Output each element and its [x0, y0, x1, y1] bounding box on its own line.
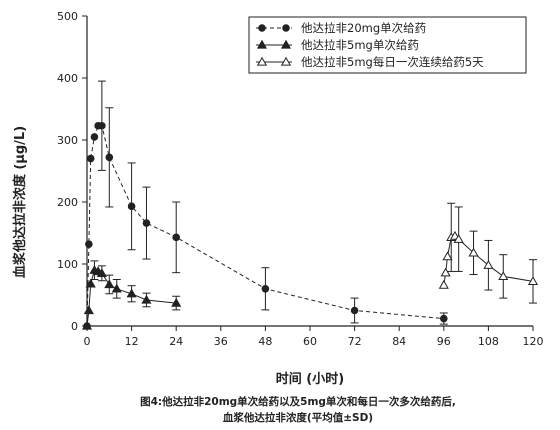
data-point	[280, 56, 292, 66]
y-tick-label: 400	[57, 72, 78, 85]
data-point	[440, 314, 448, 323]
data-point	[142, 219, 151, 227]
x-tick-label: 12	[125, 335, 139, 348]
x-tick-label: 0	[84, 335, 91, 348]
x-tick-label: 36	[214, 335, 228, 348]
y-axis-title: 血浆他达拉非浓度 (μg/L)	[12, 126, 28, 278]
data-point	[280, 39, 292, 49]
legend-label: 他达拉非5mg每日一次连续给药5天	[301, 55, 484, 69]
data-point	[483, 260, 494, 269]
data-point	[440, 267, 451, 277]
axes: 0 100 200 300 400 500 0 12 24 36 48 60 72 84 96 108 120	[57, 10, 544, 348]
data-point	[498, 271, 509, 281]
data-point	[172, 233, 180, 242]
series-layer	[81, 80, 539, 330]
legend-label: 他达拉非5mg单次给药	[301, 38, 419, 52]
x-tick-label: 108	[478, 335, 499, 348]
data-point	[111, 283, 122, 293]
series-2	[81, 260, 182, 330]
data-point	[85, 278, 96, 288]
x-tick-label: 48	[258, 335, 272, 348]
data-point	[438, 279, 449, 289]
data-point	[86, 154, 95, 163]
data-point	[282, 24, 290, 32]
data-point	[85, 240, 93, 248]
data-point	[468, 247, 479, 257]
data-point	[256, 56, 268, 66]
y-tick-label: 300	[57, 134, 78, 147]
data-point	[127, 202, 136, 211]
x-tick-label: 72	[348, 335, 362, 348]
x-axis-title: 时间 (小时)	[276, 371, 344, 387]
data-point	[171, 297, 182, 307]
x-tick-label: 24	[169, 335, 183, 348]
data-point	[81, 320, 93, 330]
y-tick-label: 100	[57, 258, 78, 271]
data-point	[83, 305, 94, 315]
x-tick-label: 60	[303, 335, 317, 348]
legend-label: 他达拉非20mg单次给药	[301, 21, 426, 35]
series-1	[83, 80, 448, 330]
legend-box	[248, 16, 527, 74]
data-point	[256, 39, 268, 49]
data-point	[453, 233, 464, 243]
y-tick-label: 200	[57, 196, 78, 209]
data-point	[527, 276, 539, 286]
data-point	[96, 268, 107, 277]
y-tick-label: 0	[71, 320, 78, 333]
x-tick-label: 96	[437, 335, 451, 348]
series-3	[438, 202, 539, 304]
data-point	[126, 288, 137, 298]
data-point	[104, 279, 115, 289]
caption-line-2: 血浆他达拉非浓度(平均值±SD)	[223, 411, 373, 424]
y-tick-label: 500	[57, 10, 78, 23]
caption-line-1: 图4:他达拉非20mg单次给药以及5mg单次和每日一次多次给药后,	[140, 395, 456, 408]
x-tick-label: 84	[392, 335, 406, 348]
data-point	[141, 294, 152, 304]
data-point	[258, 24, 266, 32]
data-point	[105, 153, 114, 162]
x-tick-label: 120	[523, 335, 544, 348]
data-point	[261, 285, 270, 293]
data-point	[98, 121, 106, 130]
data-point	[90, 133, 99, 141]
data-point	[350, 306, 359, 315]
data-point	[442, 251, 453, 261]
